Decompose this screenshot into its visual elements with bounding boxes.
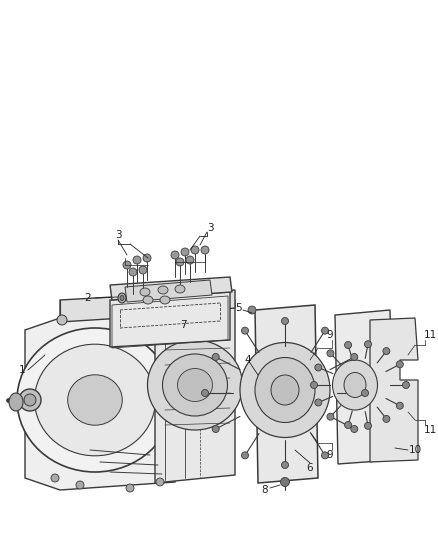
Ellipse shape [120,295,124,301]
Ellipse shape [321,452,328,459]
Ellipse shape [139,266,147,274]
Ellipse shape [364,422,371,429]
Ellipse shape [383,415,390,423]
Ellipse shape [327,350,334,357]
Ellipse shape [315,399,322,406]
Ellipse shape [282,318,289,325]
Polygon shape [255,305,318,483]
Ellipse shape [351,425,358,432]
Ellipse shape [118,293,126,303]
Ellipse shape [240,343,330,438]
Ellipse shape [140,288,150,296]
Ellipse shape [148,340,243,430]
Ellipse shape [332,360,378,410]
Ellipse shape [321,327,328,334]
Text: 9: 9 [327,450,333,460]
Text: 6: 6 [307,463,313,473]
Ellipse shape [9,393,23,411]
Ellipse shape [57,315,67,325]
Ellipse shape [344,373,366,398]
Ellipse shape [160,296,170,304]
Ellipse shape [181,248,189,256]
Ellipse shape [191,246,199,254]
Text: 1: 1 [19,365,25,375]
Ellipse shape [280,478,290,487]
Polygon shape [155,300,235,483]
Text: 4: 4 [245,355,251,365]
Ellipse shape [396,402,403,409]
Text: 2: 2 [85,293,91,303]
Ellipse shape [143,254,151,262]
Ellipse shape [351,353,358,360]
Ellipse shape [383,348,390,354]
Text: 3: 3 [115,230,121,240]
Ellipse shape [171,251,179,259]
Ellipse shape [76,481,84,489]
Ellipse shape [19,389,41,411]
Polygon shape [370,318,418,462]
Ellipse shape [123,261,131,269]
Ellipse shape [51,474,59,482]
Ellipse shape [201,390,208,397]
Polygon shape [110,292,230,347]
Ellipse shape [345,342,352,349]
Ellipse shape [311,382,318,389]
Ellipse shape [403,382,410,389]
Polygon shape [25,318,175,490]
Polygon shape [335,310,393,464]
Ellipse shape [327,413,334,420]
Ellipse shape [212,353,219,360]
Ellipse shape [156,478,164,486]
Ellipse shape [361,390,368,397]
Ellipse shape [17,328,173,472]
Polygon shape [125,280,212,302]
Text: 5: 5 [235,303,241,313]
Ellipse shape [186,256,194,264]
Ellipse shape [175,285,185,293]
Ellipse shape [315,364,322,371]
Ellipse shape [133,256,141,264]
Ellipse shape [143,296,153,304]
Ellipse shape [162,354,227,416]
Text: 10: 10 [409,445,421,455]
Text: 11: 11 [424,330,437,340]
Ellipse shape [24,394,36,406]
Ellipse shape [241,452,248,459]
Text: 3: 3 [207,223,213,233]
Ellipse shape [212,425,219,432]
Polygon shape [60,290,235,322]
Ellipse shape [129,268,137,276]
Ellipse shape [255,358,315,423]
Polygon shape [110,277,232,300]
Ellipse shape [68,375,122,425]
Ellipse shape [241,327,248,334]
Ellipse shape [177,368,212,401]
Ellipse shape [158,286,168,294]
Ellipse shape [201,246,209,254]
Ellipse shape [396,361,403,368]
Text: 7: 7 [180,320,186,330]
Ellipse shape [364,341,371,348]
Text: 9: 9 [327,330,333,340]
Text: 8: 8 [261,485,268,495]
Ellipse shape [271,375,299,405]
Ellipse shape [35,344,155,456]
Ellipse shape [248,306,256,314]
Ellipse shape [126,484,134,492]
Text: 11: 11 [424,425,437,435]
Ellipse shape [282,462,289,469]
Ellipse shape [345,422,352,429]
Ellipse shape [176,258,184,266]
